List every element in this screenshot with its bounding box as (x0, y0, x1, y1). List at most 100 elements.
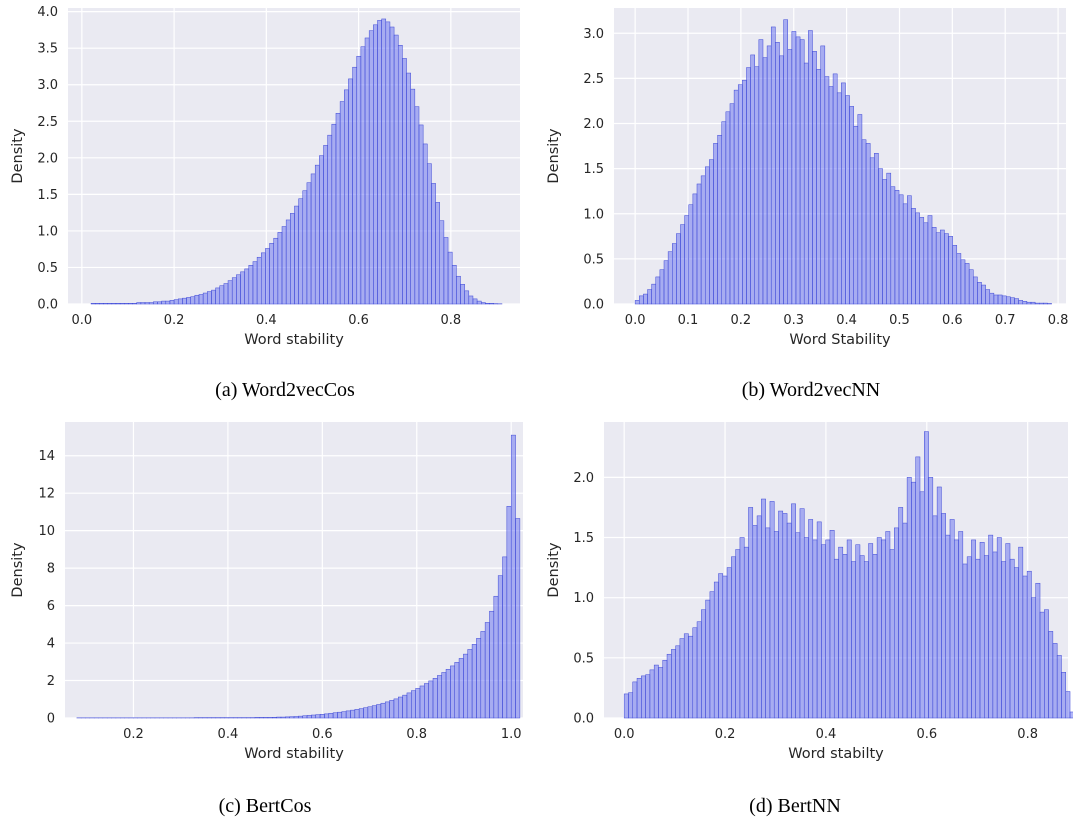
histogram-bar (779, 55, 784, 305)
histogram-bar (165, 300, 171, 305)
histogram-bar (758, 39, 764, 305)
histogram-bar (406, 692, 412, 719)
histogram-bar (389, 26, 395, 305)
histogram-bar (306, 715, 312, 719)
histogram-bar (881, 539, 886, 719)
histogram-bar (144, 302, 150, 305)
histogram-bar (261, 252, 266, 305)
y-tick-label: 0.5 (37, 261, 58, 276)
histogram-bar (1069, 711, 1073, 719)
histogram-bar (94, 303, 100, 305)
histogram-bar (363, 707, 369, 719)
histogram-bar (1030, 301, 1036, 305)
histogram-bar (737, 84, 743, 305)
histogram-bar (294, 205, 299, 305)
histogram-bar (236, 274, 241, 305)
histogram-bar (411, 690, 416, 719)
histogram-bar (328, 713, 334, 719)
histogram-bar (919, 491, 925, 719)
histogram-bar (992, 551, 998, 719)
histogram-bar (1010, 297, 1015, 305)
x-tick-label: 1.0 (501, 727, 522, 742)
histogram-bar (219, 285, 225, 305)
histogram-bar (655, 276, 661, 305)
histogram-bar (722, 575, 728, 719)
histogram-bar (1014, 298, 1019, 305)
histogram-bar (324, 713, 330, 719)
histogram-bar (464, 290, 470, 305)
histogram-bar (949, 519, 955, 719)
histogram-bar (775, 42, 780, 305)
histogram-bar (628, 692, 633, 719)
histogram-bar (460, 284, 465, 305)
histogram-bar (402, 694, 408, 719)
histogram-bar (136, 302, 142, 305)
histogram-bar (1043, 302, 1048, 305)
histogram-bar (454, 662, 460, 719)
y-tick-label: 0.5 (583, 252, 604, 267)
histogram-bar (868, 543, 874, 719)
histogram-bar (393, 698, 399, 719)
histogram-bar (360, 46, 366, 305)
histogram-bar (791, 31, 797, 305)
x-tick-label: 0.0 (71, 313, 92, 328)
histogram-bar (662, 659, 668, 719)
histogram-bar (705, 599, 711, 719)
histogram-bar (841, 82, 846, 305)
histogram-bar (663, 260, 669, 305)
histogram-bar (713, 581, 719, 719)
histogram-bar (437, 675, 442, 719)
histogram-bar (265, 248, 270, 305)
histogram-bar (940, 229, 945, 305)
histogram-bar (859, 555, 865, 719)
histogram-bar (713, 143, 718, 305)
y-tick-label: 3.0 (583, 27, 604, 42)
histogram-bar (816, 69, 821, 305)
histogram-bar (752, 525, 758, 719)
histogram-bars (76, 434, 521, 719)
histogram-bar (684, 215, 690, 305)
histogram-bar (1052, 643, 1058, 719)
histogram-bar (281, 226, 287, 305)
histogram-bar (157, 301, 162, 305)
histogram-bar (948, 236, 953, 305)
histogram-bar (1005, 543, 1011, 719)
histogram-bar (1006, 296, 1011, 305)
histogram-bar (836, 92, 842, 305)
histogram-bar (878, 168, 883, 305)
y-tick-label: 1.5 (37, 188, 58, 203)
histogram-bar (515, 518, 521, 719)
histogram-bar (680, 224, 685, 305)
histogram-bar (984, 555, 989, 719)
histogram-bar (795, 532, 801, 719)
histogram-bar (671, 649, 676, 719)
histogram-bar (952, 245, 958, 305)
histogram-bar (746, 67, 751, 305)
histogram-bar (672, 243, 677, 305)
histogram-bar (414, 106, 420, 305)
histogram-bar (1026, 301, 1032, 305)
histogram-bar (688, 635, 694, 719)
histogram-bar (128, 303, 133, 305)
histogram-bar (726, 567, 732, 719)
histogram-bar (876, 537, 882, 719)
histogram-bar (701, 609, 706, 719)
histogram-bar (683, 633, 689, 719)
chart-panel-c: 0.2 0.4 0.6 0.8 1.0 0 2 4 6 8 10 12 14 Word stability… (0, 410, 536, 775)
histogram-bar (770, 26, 776, 305)
histogram-bar (489, 303, 494, 305)
histogram-bar (692, 193, 698, 305)
histogram-bar (406, 72, 411, 305)
histogram-bar (273, 237, 279, 305)
plot-area (65, 422, 523, 718)
histogram-bar (919, 217, 925, 305)
histogram-bar (766, 45, 772, 305)
histogram-bar (733, 89, 739, 305)
histogram-bar (799, 39, 805, 305)
histogram-bar (997, 294, 1003, 305)
histogram-bar (397, 45, 403, 305)
x-tick-label: 0.8 (1048, 313, 1069, 328)
histogram-bar (861, 139, 867, 305)
x-tick-label: 0.8 (406, 727, 427, 742)
histogram-bar (651, 283, 657, 305)
